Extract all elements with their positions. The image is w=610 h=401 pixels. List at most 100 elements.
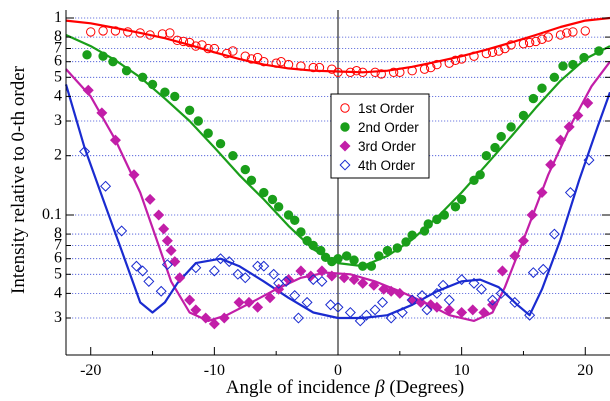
data-point-4th-order [421,304,433,316]
data-point-2nd-order [170,91,180,102]
data-point-4th-order [325,299,337,311]
data-point-2nd-order [568,59,578,70]
y-tick-label: 0.1 [42,206,62,223]
y-tick-label: 1 [54,9,62,26]
data-point-1st-order [203,43,213,54]
data-point-2nd-order [423,219,433,229]
data-point-1st-order [494,46,504,56]
data-point-4th-order [161,259,173,271]
data-point-4th-order [583,154,595,166]
legend-marker-3 [339,140,351,152]
data-point-4th-order [307,274,319,286]
data-point-4th-order [564,187,576,199]
data-point-2nd-order [518,110,529,121]
data-point-1st-order [157,29,168,39]
data-point-3rd-order [526,209,538,221]
data-point-3rd-order [456,306,468,318]
data-point-4th-order [385,312,397,324]
data-point-3rd-order [233,296,245,308]
data-point-2nd-order [579,52,589,63]
data-point-1st-order [351,66,362,76]
data-point-2nd-order [475,170,485,180]
data-point-1st-order [395,67,405,78]
y-tick-label: 6 [54,53,62,70]
data-point-1st-order [123,27,133,37]
data-point-1st-order [432,59,442,70]
data-point-1st-order [327,64,337,74]
data-point-1st-order [172,35,182,46]
y-tick-label: 7 [54,40,62,57]
x-tick-label: 20 [577,362,593,379]
data-point-2nd-order [490,142,500,153]
legend-label-2: 2nd Order [358,120,419,135]
data-point-3rd-order [305,270,317,282]
data-point-3rd-order [264,292,276,304]
data-point-3rd-order [545,159,557,171]
data-point-4th-order [268,268,280,280]
data-point-4th-order [215,253,227,265]
data-point-2nd-order [594,46,604,56]
y-tick-label: 5 [54,68,62,85]
data-point-2nd-order [290,215,300,225]
data-point-1st-order [537,34,547,44]
data-point-4th-order [280,275,292,287]
legend: 1st Order 2nd Order 3rd Order 4th Order [330,93,430,179]
data-point-1st-order [178,36,189,47]
data-point-3rd-order [128,169,140,181]
data-point-2nd-order [108,57,118,67]
data-point-2nd-order [349,255,359,265]
data-point-2nd-order [392,243,403,253]
data-point-1st-order [358,67,368,78]
data-point-2nd-order [137,72,148,83]
data-point-2nd-order [267,194,278,205]
data-point-1st-order [481,48,492,59]
data-point-1st-order [531,36,541,47]
fit-curve-1st-order [65,16,610,74]
data-point-3rd-order [338,272,350,284]
data-point-1st-order [419,64,430,74]
y-axis-title: Intensity relative to 0-th order [8,65,29,294]
data-point-2nd-order [528,93,539,104]
y-tick-label: 8 [54,28,62,45]
data-point-1st-order [543,32,553,42]
data-point-3rd-order [243,296,255,308]
data-point-2nd-order [537,83,547,93]
data-point-4th-order [143,275,155,287]
data-point-4th-order [456,274,468,286]
data-point-2nd-order [121,66,132,76]
data-point-4th-order [468,277,480,289]
data-point-4th-order [487,294,499,306]
data-points [79,26,604,330]
data-point-4th-order [79,146,91,158]
data-point-3rd-order [555,134,567,146]
data-point-2nd-order [382,245,393,256]
data-point-3rd-order [190,304,202,316]
x-axis-title: Angle of incidence β (Degrees) [226,377,464,398]
data-point-4th-order [406,294,418,306]
legend-marker-4 [339,159,351,171]
data-point-2nd-order [496,131,506,142]
legend-label-4: 4th Order [358,158,416,173]
data-point-1st-order [388,67,399,78]
data-point-1st-order [555,30,566,40]
data-point-1st-order [506,40,516,50]
data-point-1st-order [370,67,380,78]
data-point-3rd-order [295,265,307,277]
data-point-3rd-order [563,121,575,133]
x-tick-label: 0 [334,362,342,379]
data-point-4th-order [316,275,328,287]
data-point-3rd-order [572,109,584,121]
data-point-3rd-order [425,299,437,311]
data-point-4th-order [527,267,539,279]
data-point-3rd-order [184,294,196,306]
data-point-3rd-order [144,193,156,205]
data-point-1st-order [222,48,232,59]
data-point-3rd-order [165,245,177,257]
data-point-2nd-order [296,227,306,237]
data-point-2nd-order [366,261,377,271]
data-point-4th-order [360,309,372,321]
y-tick-label: 5 [54,265,62,282]
data-point-4th-order [190,262,202,274]
data-point-1st-order [444,58,454,68]
